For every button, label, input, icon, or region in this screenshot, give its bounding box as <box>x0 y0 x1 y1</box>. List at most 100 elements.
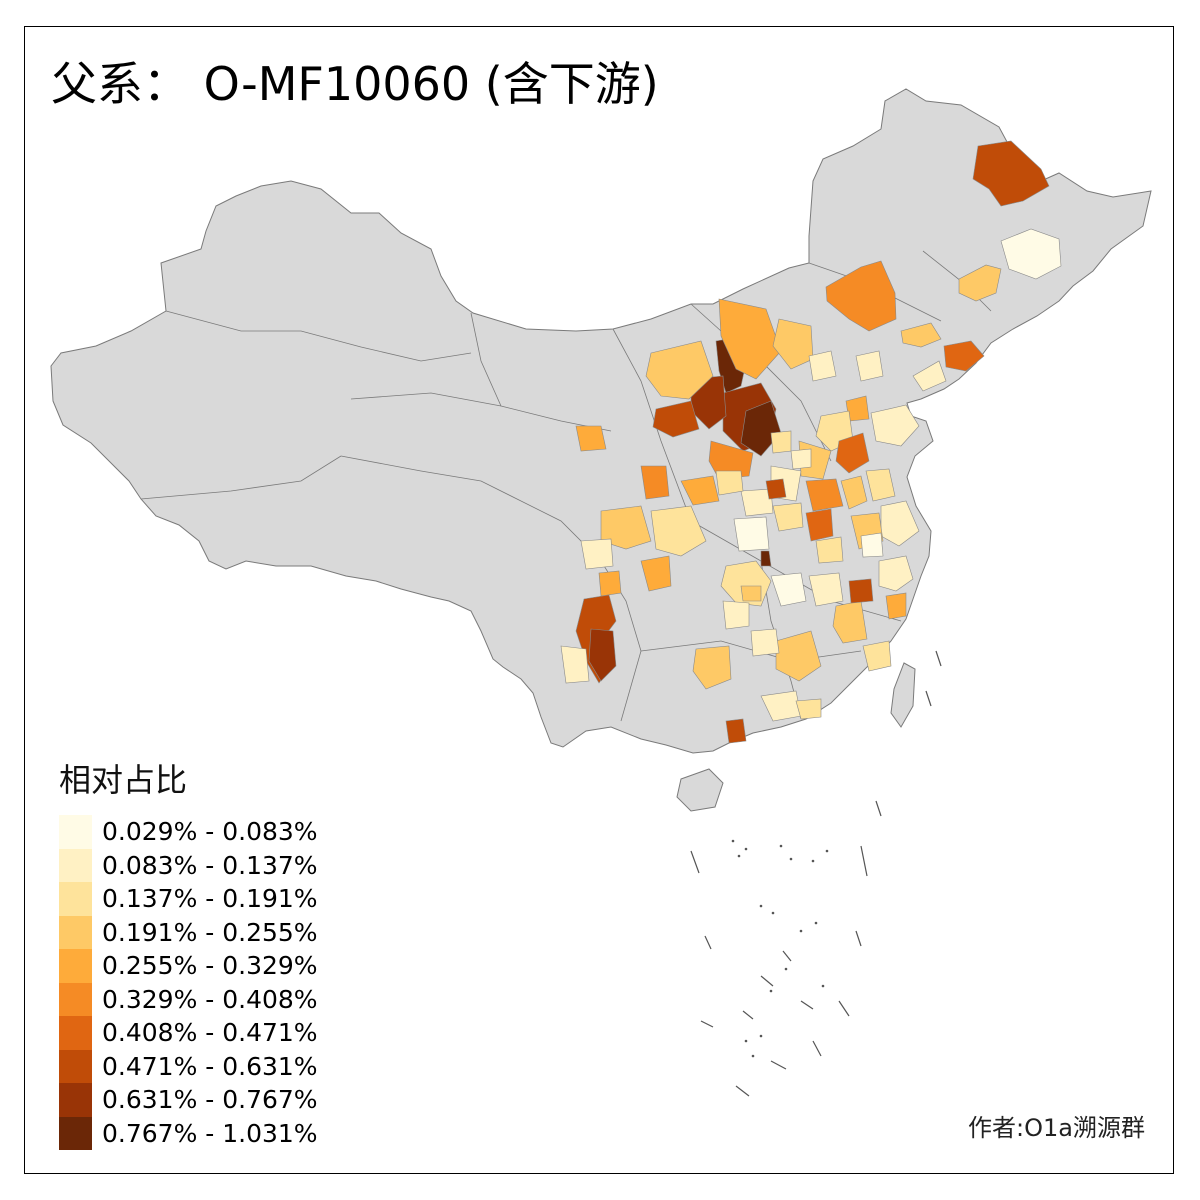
region <box>808 350 837 382</box>
island-dot <box>814 921 818 925</box>
region <box>652 400 700 438</box>
legend-title: 相对占比 <box>59 761 188 799</box>
region <box>795 698 822 720</box>
island-dot <box>784 967 788 971</box>
region <box>772 502 804 532</box>
region <box>1000 228 1062 280</box>
legend-item: 0.083% - 0.137% <box>59 848 318 882</box>
province-border <box>470 312 502 407</box>
map-frame: 父系： O-MF10060 (含下游) 相对占比 0.029% - 0.083%… <box>24 26 1174 1174</box>
island-stroke <box>782 950 792 962</box>
legend-item: 0.329% - 0.408% <box>59 982 318 1016</box>
island-dot <box>737 854 741 858</box>
island-dot <box>759 904 763 908</box>
island-stroke <box>812 1040 822 1057</box>
island-stroke <box>925 690 932 707</box>
island-dot <box>769 989 773 993</box>
region <box>650 505 707 557</box>
region <box>718 298 782 380</box>
legend-swatch <box>59 982 92 1016</box>
island-stroke <box>770 1060 787 1070</box>
island-dot <box>779 844 783 848</box>
legend-item: 0.471% - 0.631% <box>59 1049 318 1083</box>
region <box>958 264 1002 302</box>
island-dot <box>744 847 748 851</box>
island-stroke <box>704 935 712 950</box>
region <box>722 600 750 630</box>
legend-swatch <box>59 882 92 916</box>
island-stroke <box>875 800 882 817</box>
region <box>760 550 772 567</box>
region <box>640 465 670 500</box>
legend-label: 0.191% - 0.255% <box>102 917 318 947</box>
island-dot <box>825 849 829 853</box>
island-stroke <box>860 845 868 877</box>
island-stroke <box>760 975 774 987</box>
island-dot <box>789 857 793 861</box>
region <box>885 592 907 620</box>
mainland-shape <box>50 88 1152 754</box>
legend-label: 0.408% - 0.471% <box>102 1018 318 1048</box>
hainan-shape <box>676 768 724 812</box>
legend-swatch <box>59 1016 92 1050</box>
legend-label: 0.137% - 0.191% <box>102 884 318 914</box>
region <box>943 340 985 372</box>
region <box>740 400 782 457</box>
province-border <box>140 455 342 500</box>
legend-label: 0.329% - 0.408% <box>102 984 318 1014</box>
region <box>588 628 617 682</box>
region <box>715 470 744 496</box>
land-layer <box>50 88 1152 812</box>
region <box>805 508 834 542</box>
island-stroke <box>855 930 862 947</box>
legend-item: 0.137% - 0.191% <box>59 882 318 916</box>
island-stroke <box>690 850 700 874</box>
legend-swatch <box>59 949 92 983</box>
island-stroke <box>935 650 942 667</box>
island-dot <box>759 1034 763 1038</box>
legend-item: 0.191% - 0.255% <box>59 915 318 949</box>
region <box>825 260 897 332</box>
legend-item: 0.408% - 0.471% <box>59 1016 318 1050</box>
region <box>862 640 892 672</box>
island-dot <box>751 1054 755 1058</box>
legend-swatch <box>59 1049 92 1083</box>
legend: 相对占比 0.029% - 0.083% 0.083% - 0.137% 0.1… <box>59 755 318 1150</box>
region <box>972 140 1050 207</box>
legend-item: 0.255% - 0.329% <box>59 949 318 983</box>
legend-label: 0.631% - 0.767% <box>102 1085 318 1115</box>
island-dot <box>811 859 815 863</box>
legend-swatch <box>59 848 92 882</box>
island-dot <box>731 839 735 843</box>
region <box>765 478 787 500</box>
region <box>805 478 844 512</box>
region <box>870 404 920 447</box>
islands-layer <box>690 650 942 1097</box>
island-stroke <box>742 1010 754 1020</box>
taiwan-shape <box>890 662 916 728</box>
region <box>900 322 942 348</box>
legend-swatch <box>59 915 92 949</box>
island-stroke <box>838 1000 850 1017</box>
region <box>640 555 672 592</box>
region <box>840 475 868 510</box>
region <box>600 505 652 550</box>
region <box>740 488 774 517</box>
region <box>560 645 590 684</box>
region <box>692 645 732 690</box>
region <box>575 425 607 452</box>
legend-label: 0.471% - 0.631% <box>102 1051 318 1081</box>
region <box>740 585 762 602</box>
legend-label: 0.255% - 0.329% <box>102 951 318 981</box>
island-stroke <box>735 1085 750 1097</box>
region <box>835 432 870 474</box>
region <box>878 555 914 592</box>
legend-swatch <box>59 1116 92 1150</box>
region <box>815 536 844 564</box>
region <box>865 468 896 502</box>
region <box>775 630 822 682</box>
region <box>912 360 947 392</box>
province-border <box>612 328 692 522</box>
china-map <box>50 88 1152 1097</box>
legend-label: 0.029% - 0.083% <box>102 817 318 847</box>
